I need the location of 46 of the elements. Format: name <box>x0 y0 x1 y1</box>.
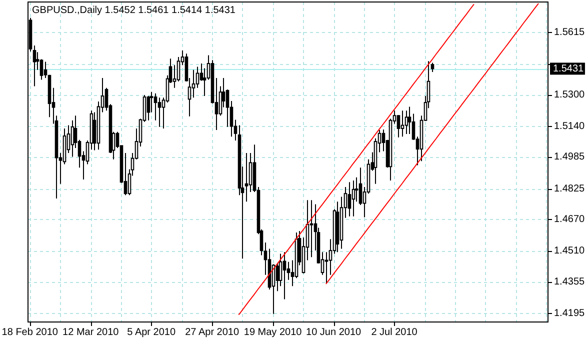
candlestick <box>196 66 200 88</box>
candlestick <box>286 261 290 280</box>
candlestick <box>404 110 408 134</box>
candlestick <box>192 69 196 98</box>
candlestick <box>278 253 282 287</box>
candlestick <box>282 252 286 300</box>
x-tick-label: 5 Apr 2010 <box>127 327 176 338</box>
ref-line-label: 1.5431 <box>553 63 584 74</box>
y-tick-label: 1.4825 <box>554 183 586 194</box>
candlestick <box>348 182 352 217</box>
candlestick <box>430 62 434 73</box>
line-series <box>238 4 474 316</box>
candlestick <box>396 114 400 138</box>
candlestick <box>176 56 180 82</box>
y-tick-label: 1.5615 <box>554 26 586 38</box>
candlestick <box>358 167 362 206</box>
candlestick <box>310 200 314 258</box>
candlestick <box>154 92 158 121</box>
y-tick-label: 1.5300 <box>554 89 586 100</box>
line-series <box>325 2 540 285</box>
x-tick-label: 19 May 2010 <box>244 327 302 338</box>
candlestick <box>244 152 248 202</box>
candlestick <box>70 120 74 158</box>
candlestick <box>276 262 280 292</box>
candlestick <box>324 252 328 284</box>
candlestick <box>146 96 150 121</box>
candlestick <box>226 88 230 128</box>
x-tick-label: 27 Apr 2010 <box>185 327 240 338</box>
candlestick <box>248 152 252 192</box>
x-tick-label: 12 Mar 2010 <box>62 327 120 338</box>
y-tick-label: 1.5140 <box>554 120 586 132</box>
x-tick-label: 2 Jul 2010 <box>371 327 418 338</box>
x-tick-label: 18 Feb 2010 <box>2 327 58 338</box>
x-tick-label: 10 Jun 2010 <box>306 327 362 338</box>
candlestick <box>40 58 44 80</box>
chart-title: GBPUSD.,Daily 1.5452 1.5461 1.5414 1.5431 <box>32 5 236 16</box>
y-tick-label: 1.4195 <box>554 308 586 319</box>
y-tick-label: 1.4355 <box>554 276 586 288</box>
candlestick <box>400 110 404 138</box>
candlestick <box>158 97 162 128</box>
candlestick <box>32 45 36 87</box>
candlestick <box>172 64 176 88</box>
y-tick-label: 1.4510 <box>554 246 586 257</box>
candlestick <box>352 180 356 217</box>
y-tick-label: 1.4985 <box>554 152 586 163</box>
y-tick-label: 1.4670 <box>554 214 586 225</box>
